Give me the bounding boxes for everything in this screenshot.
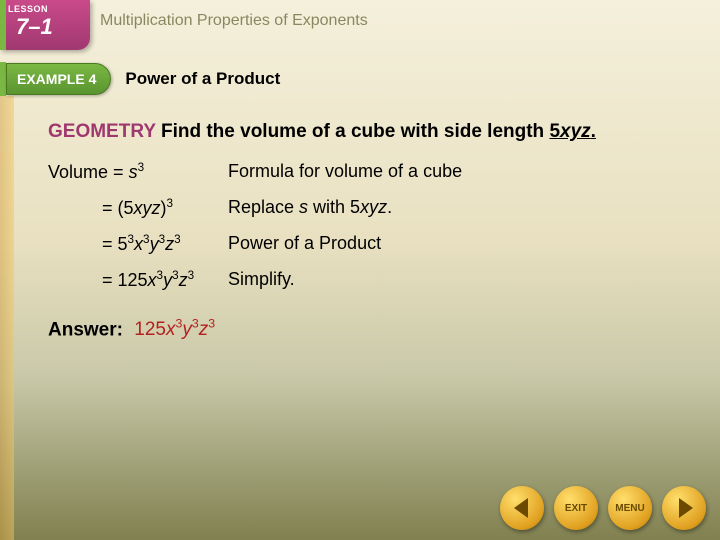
step-2-prefix: = (5 xyxy=(102,198,134,218)
step-2-rhs: Replace s with 5xyz. xyxy=(228,197,672,219)
answer-y: y xyxy=(182,319,192,340)
step-1-rhs: Formula for volume of a cube xyxy=(228,161,672,183)
prev-button[interactable] xyxy=(500,486,544,530)
step-4-x: x xyxy=(148,270,157,290)
title-bar: EXAMPLE 4 Power of a Product xyxy=(0,62,720,96)
step-2-sup: 3 xyxy=(167,197,174,210)
answer-sy: 3 xyxy=(192,317,199,331)
step-1-sup: 3 xyxy=(138,161,145,174)
problem-statement: GEOMETRY Find the volume of a cube with … xyxy=(48,120,672,145)
step-3-lhs: = 53x3y3z3 xyxy=(48,233,228,255)
answer-z: z xyxy=(199,319,209,340)
answer-sz: 3 xyxy=(208,317,215,331)
step-3-coeff: = 5 xyxy=(102,234,128,254)
step-3-x: x xyxy=(134,234,143,254)
nav-bar: EXIT MENU xyxy=(500,486,706,530)
exit-button[interactable]: EXIT xyxy=(554,486,598,530)
step-1-prefix: Volume = xyxy=(48,162,129,182)
problem-side-len-5: 5 xyxy=(549,121,560,142)
step-1-var: s xyxy=(129,162,138,182)
step-1-lhs: Volume = s3 xyxy=(48,161,228,183)
step-2-lhs: = (5xyz)3 xyxy=(48,197,228,219)
step-4-s4: 3 xyxy=(188,269,195,282)
left-decor-stripe xyxy=(0,96,14,540)
chapter-title: Multiplication Properties of Exponents xyxy=(100,12,368,30)
next-button[interactable] xyxy=(662,486,706,530)
menu-button[interactable]: MENU xyxy=(608,486,652,530)
lesson-number: 7–1 xyxy=(16,14,82,40)
answer-row: Answer: 125x3y3z3 xyxy=(48,317,672,341)
step-4-coeff: = 125 xyxy=(102,270,148,290)
example-subtitle: Power of a Product xyxy=(125,69,280,89)
step-4-lhs: = 125x3y3z3 xyxy=(48,269,228,291)
step-2-var: xyz xyxy=(134,198,161,218)
content-area: GEOMETRY Find the volume of a cube with … xyxy=(48,120,672,341)
answer-value: 125x3y3z3 xyxy=(134,319,215,340)
step-4-rhs: Simplify. xyxy=(228,269,672,291)
example-label: EXAMPLE 4 xyxy=(6,63,111,95)
lesson-tab: LESSON 7–1 xyxy=(0,0,90,50)
answer-coeff: 125 xyxy=(134,319,166,340)
problem-text-prefix: Find the volume of a cube with side leng… xyxy=(161,121,549,142)
problem-side-len-xyz: xyz xyxy=(560,121,591,142)
problem-text-suffix: . xyxy=(591,121,596,142)
answer-label: Answer: xyxy=(48,319,123,340)
step-4-z: z xyxy=(179,270,188,290)
lesson-tag: LESSON xyxy=(8,4,82,14)
step-3-rhs: Power of a Product xyxy=(228,233,672,255)
step-3-s4: 3 xyxy=(174,233,181,246)
step-3-z: z xyxy=(165,234,174,254)
lesson-tab-stripe xyxy=(0,0,6,50)
step-3-y: y xyxy=(150,234,159,254)
problem-category: GEOMETRY xyxy=(48,121,156,142)
step-4-y: y xyxy=(163,270,172,290)
solution-steps: Volume = s3 Formula for volume of a cube… xyxy=(48,161,672,291)
